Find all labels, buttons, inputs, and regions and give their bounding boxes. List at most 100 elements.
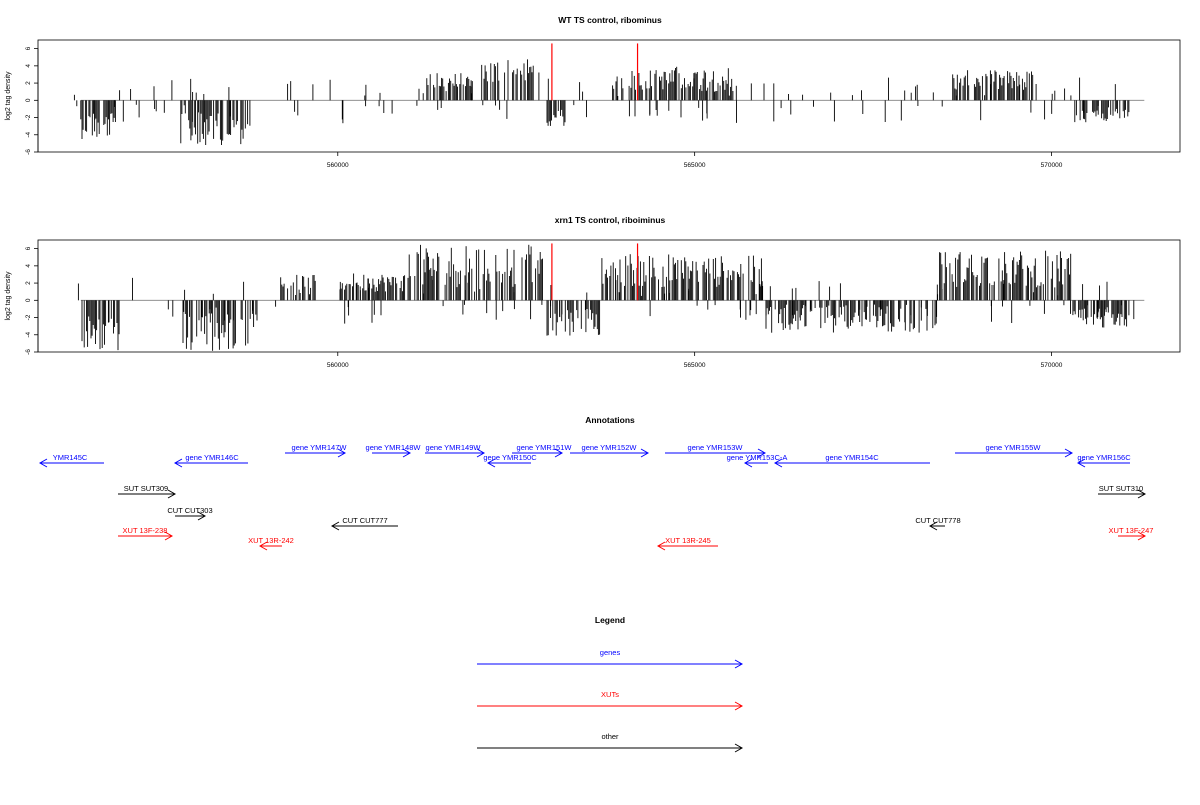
annotation-label: gene YMR152W — [582, 443, 638, 452]
bars-group — [77, 243, 1145, 351]
arrow-head — [258, 541, 268, 551]
annotation-label: gene YMR154C — [825, 453, 879, 462]
arrow-head — [743, 458, 753, 468]
arrow-head — [734, 701, 744, 711]
annotation-arrow — [1118, 531, 1147, 541]
arrow-head — [1076, 458, 1086, 468]
annotation-arrow — [175, 511, 207, 521]
y-tick-label: -6 — [25, 349, 32, 355]
arrow-head — [330, 521, 340, 531]
x-tick-label: 560000 — [327, 162, 349, 169]
y-axis: -6 -4 -2 0 2 4 6 — [25, 246, 39, 355]
y-tick-label: -2 — [25, 114, 32, 120]
x-axis: 560000 565000 570000 — [327, 352, 1063, 369]
y-tick-label: 6 — [25, 46, 32, 50]
annotation-label: gene YMR147W — [292, 443, 348, 452]
bars-group — [73, 43, 1145, 145]
x-axis: 560000 565000 570000 — [327, 152, 1063, 169]
annotation-arrow — [955, 448, 1074, 458]
y-tick-label: 6 — [25, 246, 32, 250]
legend-label: genes — [600, 648, 621, 657]
arrow-head — [554, 448, 564, 458]
arrow-head — [402, 448, 412, 458]
annotation-arrow — [118, 531, 174, 541]
x-tick-label: 565000 — [684, 162, 706, 169]
y-tick-label: 4 — [25, 264, 32, 268]
legend-items: genes XUTs other — [477, 648, 744, 753]
y-tick-label: -4 — [25, 331, 32, 337]
arrow-head — [197, 511, 207, 521]
annotation-arrow — [1076, 458, 1130, 468]
panel-title: xrn1 TS control, riboiminus — [555, 215, 666, 225]
annotation-label: gene YMR146C — [185, 453, 239, 462]
arrow-head — [1064, 448, 1074, 458]
y-tick-label: 0 — [25, 298, 32, 302]
x-tick-label: 570000 — [1041, 362, 1063, 369]
arrow-head — [486, 458, 496, 468]
annotation-label: CUT CUT777 — [342, 516, 387, 525]
annotation-label: XUT 13R-245 — [665, 536, 711, 545]
legend-title: Legend — [595, 615, 625, 625]
annotations-title: Annotations — [585, 415, 635, 425]
annotation-arrow — [743, 458, 768, 468]
annotation-arrow — [656, 541, 718, 551]
annotation-arrow — [665, 448, 767, 458]
wt-coverage-panel: WT TS control, ribominus log2 tag densit… — [5, 15, 1181, 169]
panel-title: WT TS control, ribominus — [558, 15, 662, 25]
y-tick-label: 2 — [25, 281, 32, 285]
annotation-arrow — [425, 448, 486, 458]
annotation-arrow — [118, 489, 177, 499]
annotation-label: SUT SUT310 — [1099, 484, 1143, 493]
arrow-head — [38, 458, 48, 468]
annotations-panel: Annotations YMR145C gene YMR146C gene YMR1… — [38, 415, 1154, 551]
legend-label: XUTs — [601, 690, 619, 699]
annotation-label: gene YMR148W — [366, 443, 422, 452]
annotation-arrow — [928, 521, 945, 531]
arrow-head — [640, 448, 650, 458]
arrow-head — [476, 448, 486, 458]
y-axis: -6 -4 -2 0 2 4 6 — [25, 46, 39, 155]
annotation-label: YMR145C — [53, 453, 88, 462]
arrow-head — [1137, 489, 1147, 499]
arrow-head — [757, 448, 767, 458]
annotation-label: XUT 13F-238 — [123, 526, 168, 535]
annotation-label: CUT CUT778 — [915, 516, 960, 525]
arrow-head — [1137, 531, 1147, 541]
y-tick-label: -6 — [25, 149, 32, 155]
annotation-arrow — [258, 541, 282, 551]
annotation-arrow — [285, 448, 347, 458]
x-tick-label: 560000 — [327, 362, 349, 369]
annotation-arrow — [1098, 489, 1147, 499]
annotation-arrow — [486, 458, 531, 468]
annotation-label: gene YMR155W — [986, 443, 1042, 452]
arrow-head — [167, 489, 177, 499]
annotation-label: SUT SUT309 — [124, 484, 168, 493]
annotation-arrow — [773, 458, 930, 468]
annotation-label: gene YMR156C — [1077, 453, 1131, 462]
annotation-label: XUT 13F-247 — [1109, 526, 1154, 535]
arrow-head — [164, 531, 174, 541]
annotation-label: gene YMR153W — [688, 443, 744, 452]
annotation-label: XUT 13R-242 — [248, 536, 294, 545]
arrow-head — [773, 458, 783, 468]
y-axis-label: log2 tag density — [5, 271, 12, 321]
annotation-label: gene YMR149W — [426, 443, 482, 452]
legend-label: other — [601, 732, 619, 741]
y-tick-label: 0 — [25, 98, 32, 102]
annotation-items: YMR145C gene YMR146C gene YMR147W gene YMR1… — [38, 443, 1154, 551]
annotation-label: gene YMR151W — [517, 443, 573, 452]
annotation-label: gene YMR153C-A — [727, 453, 788, 462]
annotation-arrow — [173, 458, 248, 468]
annotation-arrow — [38, 458, 104, 468]
annotation-arrow — [330, 521, 398, 531]
x-tick-label: 570000 — [1041, 162, 1063, 169]
arrow-head — [656, 541, 666, 551]
y-tick-label: -4 — [25, 131, 32, 137]
annotation-arrow — [570, 448, 650, 458]
legend-arrow — [477, 659, 744, 669]
annotation-label: CUT CUT303 — [167, 506, 212, 515]
legend-arrow — [477, 743, 744, 753]
legend-arrow — [477, 701, 744, 711]
